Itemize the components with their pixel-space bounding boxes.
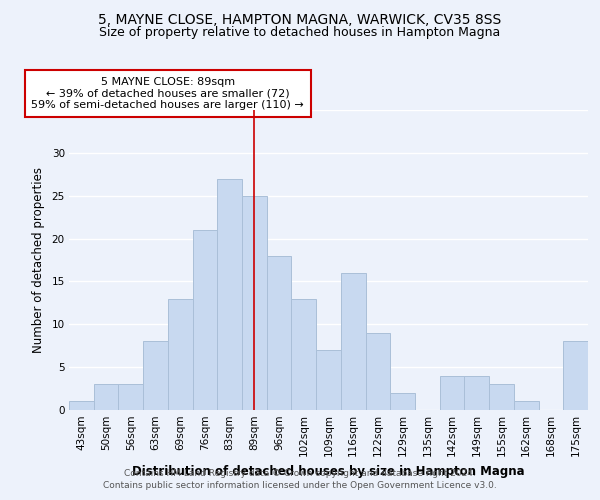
Bar [514,402,539,410]
Text: 5, MAYNE CLOSE, HAMPTON MAGNA, WARWICK, CV35 8SS: 5, MAYNE CLOSE, HAMPTON MAGNA, WARWICK, … [98,12,502,26]
Bar [390,393,415,410]
Text: Contains public sector information licensed under the Open Government Licence v3: Contains public sector information licen… [103,481,497,490]
Bar [94,384,118,410]
Y-axis label: Number of detached properties: Number of detached properties [32,167,44,353]
Text: Size of property relative to detached houses in Hampton Magna: Size of property relative to detached ho… [100,26,500,39]
Bar [316,350,341,410]
Text: 5 MAYNE CLOSE: 89sqm
← 39% of detached houses are smaller (72)
59% of semi-detac: 5 MAYNE CLOSE: 89sqm ← 39% of detached h… [31,77,304,110]
Bar [464,376,489,410]
Text: Contains HM Land Registry data © Crown copyright and database right 2024.: Contains HM Land Registry data © Crown c… [124,468,476,477]
Bar [118,384,143,410]
Bar [440,376,464,410]
Bar [292,298,316,410]
Bar [69,402,94,410]
Bar [563,342,588,410]
Bar [217,178,242,410]
Bar [242,196,267,410]
Bar [193,230,217,410]
Bar [365,333,390,410]
X-axis label: Distribution of detached houses by size in Hampton Magna: Distribution of detached houses by size … [132,464,525,477]
Bar [341,273,365,410]
Bar [489,384,514,410]
Bar [143,342,168,410]
Bar [168,298,193,410]
Bar [267,256,292,410]
